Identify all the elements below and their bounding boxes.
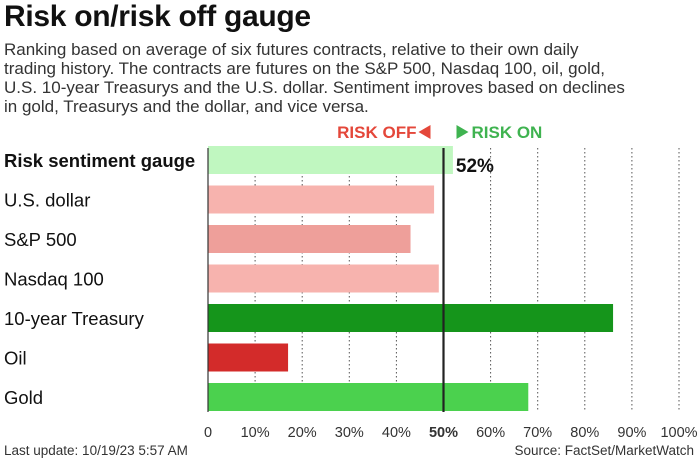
x-tick-label: 60% (476, 425, 505, 441)
bar-10-year-treasury (208, 304, 614, 332)
x-tick-label: 40% (382, 425, 411, 441)
bar-oil (208, 343, 289, 372)
x-tick-label: 10% (241, 425, 270, 441)
data-label: 52% (456, 156, 494, 177)
chart-subtitle: Ranking based on average of six futures … (4, 40, 694, 116)
x-tick-label: 100% (660, 425, 697, 441)
x-tick-label: 80% (570, 425, 599, 441)
subtitle-line: in gold, Treasurys and the dollar, and v… (4, 97, 369, 116)
last-update-note: Last update: 10/19/23 5:57 AM (4, 443, 188, 458)
x-tick-label: 30% (335, 425, 364, 441)
bar-u-s-dollar (208, 185, 435, 214)
x-tick-label: 0 (204, 425, 212, 441)
chart-title: Risk on/risk off gauge (4, 0, 311, 33)
category-label: S&P 500 (4, 229, 77, 250)
risk-off-label: RISK OFF (337, 123, 416, 142)
category-label: Nasdaq 100 (4, 269, 104, 290)
category-label: Gold (4, 387, 43, 408)
x-tick-label: 90% (617, 425, 646, 441)
category-label: U.S. dollar (4, 190, 90, 211)
source-note: Source: FactSet/MarketWatch (514, 443, 694, 458)
x-tick-label: 70% (523, 425, 552, 441)
category-label: 10-year Treasury (4, 308, 145, 329)
bar-nasdaq-100 (208, 264, 439, 293)
subtitle-line: Ranking based on average of six futures … (4, 40, 579, 59)
subtitle-line: trading history. The contracts are futur… (4, 59, 606, 78)
bar-risk-sentiment-gauge (208, 146, 453, 174)
bar-gold (208, 383, 529, 411)
risk-on-label: RISK ON (472, 123, 543, 142)
bar-s-p-500 (208, 225, 411, 253)
x-tick-label: 50% (429, 425, 458, 441)
subtitle-line: U.S. 10-year Treasurys and the U.S. doll… (4, 78, 625, 97)
left-arrow-icon (418, 125, 431, 139)
x-tick-label: 20% (288, 425, 317, 441)
category-label: Oil (4, 348, 27, 369)
right-arrow-icon (456, 125, 469, 139)
category-label: Risk sentiment gauge (4, 150, 195, 171)
